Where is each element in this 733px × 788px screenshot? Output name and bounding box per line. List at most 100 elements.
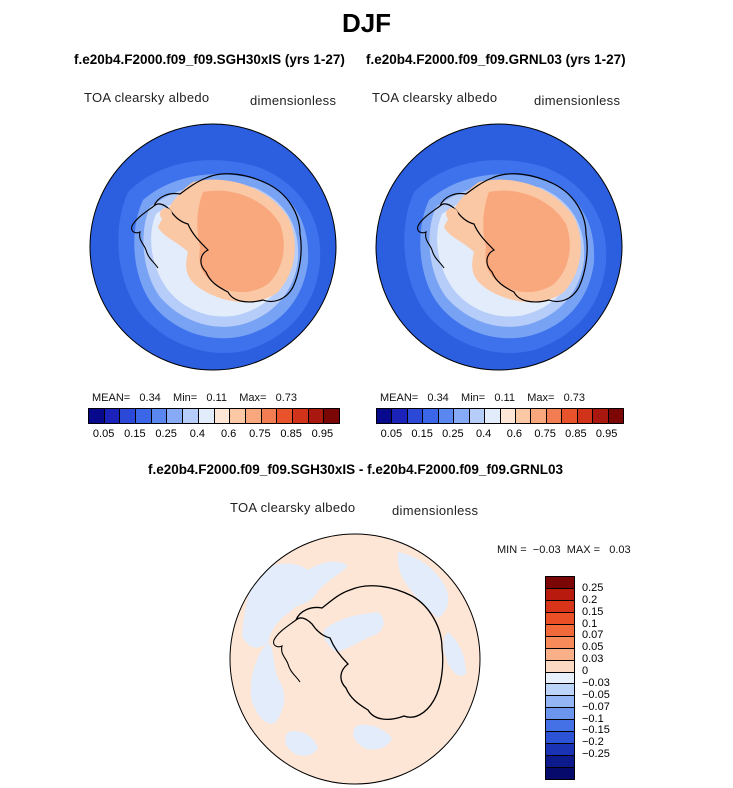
panel1-colorbar [88,408,340,424]
colorbar-tick-label: 0.05 [92,428,115,440]
colorbar-swatch [136,409,152,423]
diff-colorbar-labels: 0.25 0.2 0.15 0.1 0.07 0.05 0.03 0 −0.03 −0.05 −0.… [582,576,642,778]
diff-polar-map [229,533,481,785]
panel2-colorbar [376,408,624,424]
colorbar-swatch [183,409,199,423]
colorbar-swatch [198,409,215,423]
diff-colorbar-swatch [546,588,574,601]
colorbar-tick-label: 0.25 [442,428,464,440]
diff-minmax: MIN = −0.03 MAX = 0.03 [497,544,631,556]
diff-colorbar-swatch [546,612,574,625]
colorbar-swatch [377,409,393,423]
diff-colorbar-swatch [546,660,574,673]
diff-colorbar-swatch [546,708,574,721]
diff-colorbar-swatch [546,600,574,613]
diff-colorbar-label: 0.05 [582,641,604,654]
panel2-colorbar-ticks: 0.05 0.15 0.25 0.4 0.6 0.75 0.85 0.95 [376,428,622,442]
colorbar-swatch [469,409,486,423]
colorbar-swatch [546,409,563,423]
colorbar-tick-label: 0.85 [565,428,587,440]
diff-colorbar-label: −0.03 [582,676,610,689]
colorbar-tick-label: 0.75 [249,428,271,440]
colorbar-tick-label: 0.4 [475,428,492,440]
diff-colorbar-label: 0.1 [582,617,598,630]
colorbar-tick-label: 0.15 [411,428,433,440]
diff-colorbar-swatch [546,744,574,757]
colorbar-tick-label: 0.05 [380,428,403,440]
colorbar-swatch [151,409,168,423]
colorbar-tick-label: 0.15 [124,428,146,440]
panel2-polar-map [375,123,623,371]
colorbar-swatch [562,409,578,423]
panel1-colorbar-ticks: 0.05 0.15 0.25 0.4 0.6 0.75 0.85 0.95 [88,428,338,442]
colorbar-tick-label: 0.75 [534,428,556,440]
colorbar-swatch [277,409,293,423]
colorbar-tick-label: 0.4 [189,428,206,440]
colorbar-swatch [407,409,424,423]
diff-title: f.e20b4.F2000.f09_f09.SGH30xIS - f.e20b4… [148,462,563,477]
diff-colorbar-label: 0.03 [582,653,604,666]
panel1-polar-map [89,123,337,371]
diff-colorbar-label: −0.07 [582,700,610,713]
colorbar-swatch [593,409,609,423]
colorbar-swatch [500,409,516,423]
diff-colorbar-label: −0.15 [582,724,610,737]
diff-colorbar-label: 0 [582,665,589,678]
colorbar-tick-label: 0.95 [311,428,334,440]
colorbar-swatch [577,409,594,423]
panel2-stats: MEAN= 0.34 Min= 0.11 Max= 0.73 [380,392,586,404]
diff-colorbar-label: −0.25 [582,748,610,761]
colorbar-swatch [214,409,231,423]
colorbar-swatch [324,409,339,423]
colorbar-swatch [423,409,439,423]
panel1-stats: MEAN= 0.34 Min= 0.11 Max= 0.73 [92,392,298,404]
colorbar-swatch [230,409,246,423]
panel2-variable: TOA clearsky albedo [372,90,498,105]
colorbar-swatch [454,409,470,423]
colorbar-swatch [308,409,325,423]
season-title: DJF [341,8,392,38]
colorbar-swatch [120,409,137,423]
diff-colorbar-swatch [546,684,574,697]
diff-colorbar-swatch [546,720,574,733]
panel1-run-title: f.e20b4.F2000.f09_f09.SGH30xIS (yrs 1-27… [74,52,345,67]
colorbar-swatch [515,409,532,423]
colorbar-swatch [167,409,184,423]
panel2-run-title: f.e20b4.F2000.f09_f09.GRNL03 (yrs 1-27) [366,52,626,67]
diff-colorbar-swatch [546,624,574,637]
colorbar-tick-label: 0.85 [280,428,302,440]
colorbar-swatch [392,409,408,423]
diff-variable: TOA clearsky albedo [230,500,356,515]
colorbar-swatch [608,409,623,423]
diff-colorbar-swatch [546,756,574,768]
colorbar-swatch [89,409,105,423]
colorbar-swatch [531,409,547,423]
diff-colorbar-swatch [546,636,574,649]
diff-colorbar-label: 0.15 [582,605,604,618]
diff-colorbar [545,576,575,780]
diff-units: dimensionless [392,503,479,518]
colorbar-swatch [245,409,262,423]
diff-colorbar-swatch [546,577,574,589]
diff-colorbar-label: 0.07 [582,629,604,642]
colorbar-tick-label: 0.95 [595,428,618,440]
colorbar-tick-label: 0.25 [155,428,177,440]
colorbar-swatch [104,409,121,423]
diff-colorbar-swatch [546,696,574,709]
diff-colorbar-swatch [546,648,574,661]
diff-colorbar-label: 0.25 [582,581,604,594]
colorbar-swatch [292,409,309,423]
diff-colorbar-label: −0.1 [582,712,604,725]
diff-colorbar-swatch [546,672,574,685]
panel1-variable: TOA clearsky albedo [84,90,210,105]
diff-colorbar-label: −0.05 [582,688,610,701]
diff-colorbar-swatch [546,732,574,745]
colorbar-swatch [485,409,501,423]
colorbar-swatch [438,409,455,423]
colorbar-tick-label: 0.6 [220,428,237,440]
diff-colorbar-swatch [546,768,574,779]
panel2-units: dimensionless [534,93,621,108]
panel1-units: dimensionless [250,93,337,108]
diff-colorbar-label: −0.2 [582,736,604,749]
colorbar-tick-label: 0.6 [506,428,523,440]
